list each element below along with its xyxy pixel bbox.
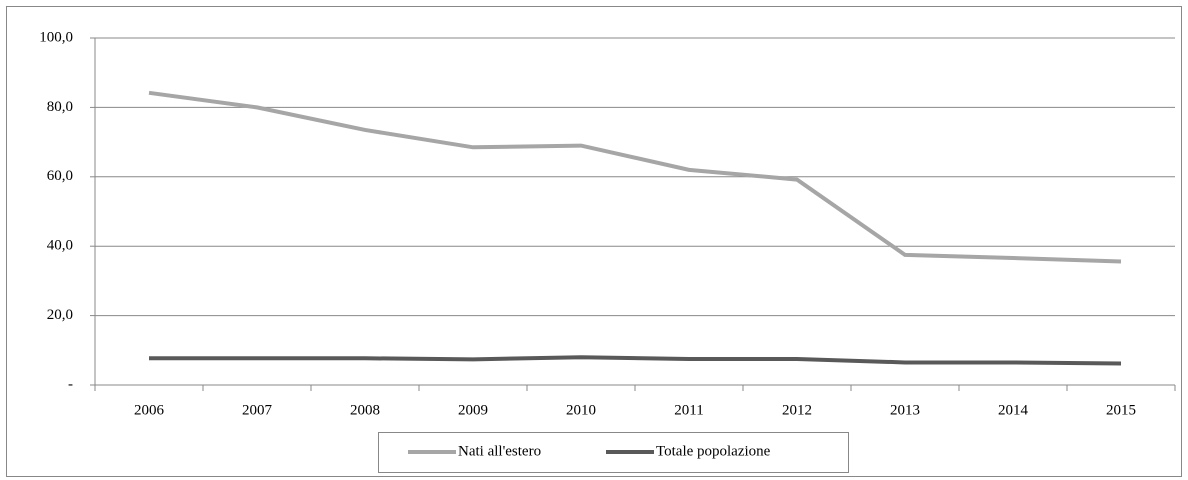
series-line bbox=[148, 90, 1122, 264]
series-line bbox=[149, 355, 1122, 366]
x-tick-label: 2008 bbox=[350, 402, 380, 418]
x-tick-label: 2006 bbox=[134, 402, 165, 418]
y-tick-label: - bbox=[68, 376, 73, 392]
x-tick-label: 2013 bbox=[890, 402, 920, 418]
x-tick-label: 2015 bbox=[1106, 402, 1136, 418]
y-tick-label: 80,0 bbox=[47, 99, 73, 115]
x-tick-label: 2007 bbox=[242, 402, 273, 418]
x-tick-label: 2009 bbox=[458, 402, 488, 418]
x-tick-label: 2010 bbox=[566, 402, 596, 418]
x-tick-label: 2012 bbox=[782, 402, 812, 418]
y-tick-label: 100,0 bbox=[39, 29, 73, 45]
y-tick-label: 20,0 bbox=[47, 307, 73, 323]
x-tick-label: 2014 bbox=[998, 402, 1029, 418]
x-tick-label: 2011 bbox=[674, 402, 703, 418]
legend-label: Nati all'estero bbox=[458, 443, 541, 459]
y-tick-label: 60,0 bbox=[47, 168, 73, 184]
chart-frame bbox=[6, 6, 1182, 477]
legend-label: Totale popolazione bbox=[656, 443, 771, 459]
y-tick-label: 40,0 bbox=[47, 238, 73, 254]
